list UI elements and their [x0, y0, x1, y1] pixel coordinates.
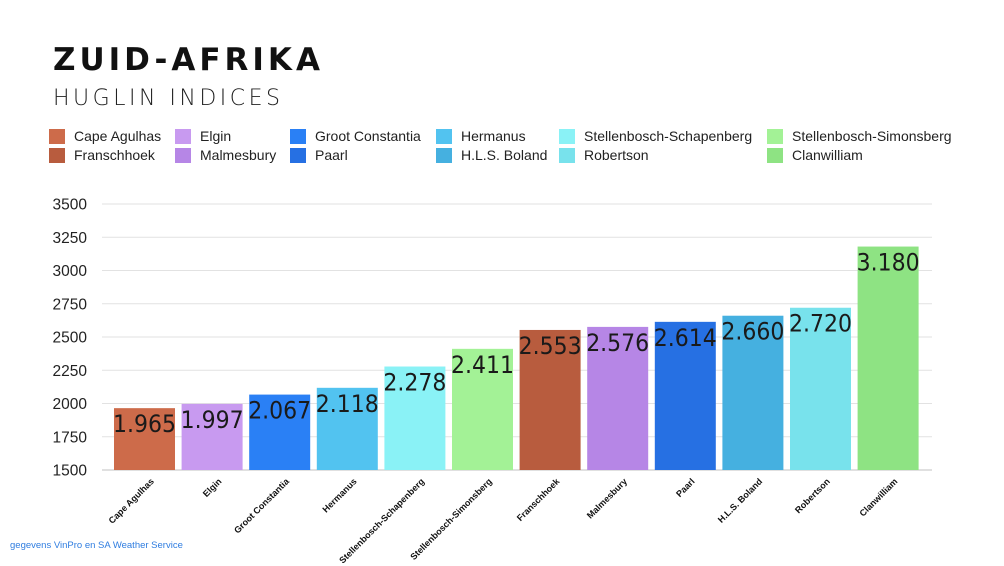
y-tick-label: 2250	[53, 363, 88, 380]
data-label: 2.576	[586, 329, 649, 357]
bar	[181, 403, 243, 470]
legend-swatch	[767, 147, 783, 163]
legend-item: Hermanus	[436, 127, 526, 145]
y-tick-label: 3500	[53, 197, 88, 214]
legend-swatch	[49, 128, 65, 144]
legend-label: Hermanus	[461, 128, 526, 144]
legend-label: Stellenbosch-Simonsberg	[792, 128, 952, 144]
legend-swatch	[767, 128, 783, 144]
x-tick-label: Elgin	[201, 476, 224, 499]
x-tick-label: H.L.S. Boland	[716, 476, 764, 524]
legend-label: Malmesbury	[200, 147, 277, 163]
legend-label: Cape Agulhas	[74, 128, 162, 144]
legend-swatch	[290, 128, 306, 144]
bar	[316, 387, 378, 470]
legend: Cape Agulhas Franschhoek Elgin Malmesbury Gr…	[49, 127, 989, 167]
source-note: gegevens VinPro en SA Weather Service	[10, 540, 183, 551]
bar	[587, 326, 649, 470]
chart-subtitle: HUGLIN INDICES	[53, 86, 284, 111]
legend-item: Clanwilliam	[767, 146, 863, 164]
legend-item: Cape Agulhas	[49, 127, 161, 145]
legend-label: Robertson	[584, 147, 649, 163]
legend-swatch	[559, 128, 575, 144]
legend-label: Clanwilliam	[792, 147, 863, 163]
legend-label: Stellenbosch-Schapenberg	[584, 128, 753, 144]
legend-label: Groot Constantia	[315, 128, 421, 144]
legend-item: Robertson	[559, 146, 649, 164]
data-label: 2.067	[248, 397, 311, 425]
data-label: 2.278	[383, 369, 446, 397]
legend-label: H.L.S. Boland	[461, 147, 548, 163]
bar	[114, 408, 175, 470]
x-tick-label: Malmesbury	[585, 476, 629, 520]
data-label: 2.553	[519, 332, 582, 360]
x-axis: Cape Agulhas Elgin Groot Constantia Hermanu…	[107, 476, 900, 566]
legend-swatch	[175, 128, 191, 144]
legend-swatch	[49, 147, 65, 163]
legend-swatch	[436, 128, 452, 144]
legend-item: Stellenbosch-Simonsberg	[767, 127, 952, 145]
data-label: 2.660	[721, 318, 784, 346]
y-tick-label: 1750	[53, 429, 88, 446]
y-tick-label: 2750	[53, 296, 88, 313]
legend-item: Malmesbury	[175, 146, 276, 164]
legend-item: H.L.S. Boland	[436, 146, 547, 164]
x-tick-label: Paarl	[674, 476, 697, 499]
y-tick-label: 2000	[53, 396, 88, 413]
y-tick-label: 1500	[53, 463, 88, 480]
legend-swatch	[175, 147, 191, 163]
x-tick-label: Clanwilliam	[857, 476, 899, 518]
bar	[452, 348, 513, 470]
legend-swatch	[290, 147, 306, 163]
y-tick-label: 2500	[53, 330, 88, 347]
data-label: 3.180	[857, 249, 920, 277]
bars	[114, 246, 919, 470]
legend-swatch	[436, 147, 452, 163]
data-label: 1.965	[113, 410, 176, 438]
y-tick-label: 3250	[53, 230, 88, 247]
legend-swatch	[559, 147, 575, 163]
bar	[519, 329, 581, 470]
data-label: 2.411	[451, 351, 514, 379]
y-tick-label: 3000	[53, 263, 88, 280]
legend-item: Paarl	[290, 146, 348, 164]
legend-label: Paarl	[315, 147, 348, 163]
bar	[654, 321, 716, 470]
bar	[384, 366, 446, 470]
legend-item: Elgin	[175, 127, 231, 145]
x-tick-label: Franschhoek	[515, 476, 562, 523]
y-axis: 1500 1750 2000 2250 2500 2750 3000 3250 3500	[53, 197, 88, 480]
data-label: 2.118	[316, 390, 379, 418]
legend-item: Franschhoek	[49, 146, 155, 164]
legend-item: Groot Constantia	[290, 127, 421, 145]
data-label: 2.614	[654, 324, 717, 352]
x-tick-label: Robertson	[793, 476, 832, 515]
data-label: 1.997	[181, 406, 244, 434]
legend-label: Elgin	[200, 128, 232, 144]
data-label: 2.720	[789, 310, 852, 338]
x-tick-label: Stellenbosch-Simonsberg	[408, 476, 494, 562]
bar	[790, 307, 851, 470]
x-tick-label: Groot Constantia	[232, 476, 292, 536]
bar	[249, 394, 311, 470]
bar	[722, 315, 784, 470]
bar	[857, 246, 919, 470]
x-tick-label: Cape Agulhas	[107, 476, 156, 525]
legend-label: Franschhoek	[74, 147, 155, 163]
legend-item: Stellenbosch-Schapenberg	[559, 127, 752, 145]
chart-title: ZUID-AFRIKA	[53, 42, 324, 78]
x-tick-label: Hermanus	[321, 476, 359, 514]
